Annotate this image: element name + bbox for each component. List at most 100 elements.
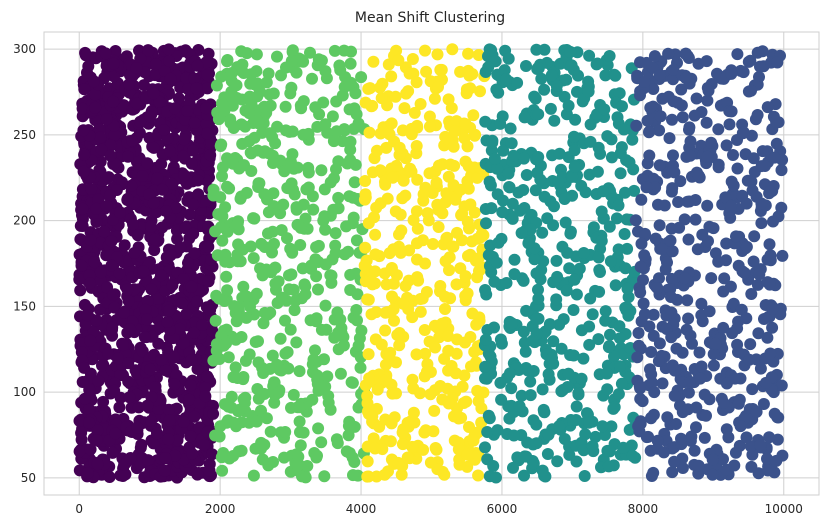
data-point [250, 48, 263, 61]
data-point [615, 141, 628, 154]
data-point [661, 411, 674, 424]
data-point [294, 239, 307, 251]
data-point [529, 184, 542, 197]
data-point [461, 215, 474, 228]
data-point [231, 218, 244, 230]
data-point [637, 274, 649, 286]
data-point [481, 426, 494, 438]
data-point [435, 63, 448, 76]
data-point [271, 50, 283, 63]
data-point [261, 193, 273, 206]
data-point [621, 282, 634, 295]
data-point [553, 420, 566, 433]
data-point [485, 202, 498, 215]
data-point [707, 348, 720, 361]
data-point [262, 227, 274, 240]
data-point [442, 170, 455, 183]
data-point [243, 348, 256, 361]
data-point [725, 175, 738, 188]
data-point [167, 351, 180, 364]
data-point [329, 227, 342, 240]
data-point [570, 455, 583, 468]
data-point [694, 372, 707, 385]
data-point [619, 262, 632, 275]
data-point [463, 69, 476, 82]
data-point [666, 182, 679, 195]
data-point [620, 213, 633, 226]
data-point [285, 401, 297, 414]
data-point [483, 412, 496, 425]
data-point [599, 69, 612, 82]
data-point [520, 60, 532, 72]
data-point [731, 338, 744, 351]
data-point [518, 450, 531, 463]
data-point [517, 152, 530, 165]
data-point [561, 381, 574, 393]
data-point [551, 455, 564, 468]
data-point [753, 268, 766, 281]
data-point [284, 87, 297, 100]
data-point [238, 159, 250, 172]
data-point [617, 123, 630, 136]
data-point [319, 258, 332, 271]
data-point [578, 470, 591, 482]
data-point [513, 400, 526, 413]
data-point [367, 55, 380, 68]
data-point [427, 425, 440, 438]
data-point [733, 439, 746, 452]
data-point [631, 351, 644, 364]
data-point [188, 326, 201, 339]
data-point [672, 196, 685, 208]
data-point [221, 284, 234, 297]
data-point [536, 226, 549, 239]
data-point [656, 92, 669, 105]
data-point [612, 243, 625, 256]
data-point [548, 200, 560, 213]
data-point [144, 110, 157, 123]
data-point [344, 268, 357, 281]
data-point [538, 83, 551, 96]
data-point [497, 194, 509, 207]
data-point [705, 272, 718, 285]
data-point [542, 428, 555, 441]
data-point [634, 260, 647, 273]
data-point [622, 309, 635, 322]
data-point [430, 443, 443, 456]
data-point [770, 115, 783, 128]
data-point [767, 215, 779, 228]
data-point [203, 304, 216, 316]
data-point [77, 165, 90, 178]
data-point [186, 447, 199, 460]
data-point [433, 159, 445, 172]
data-point [141, 157, 154, 170]
data-point [745, 175, 758, 188]
data-point [319, 65, 332, 78]
data-point [199, 381, 212, 394]
data-point [609, 69, 622, 82]
data-point [292, 450, 305, 463]
data-point [147, 437, 160, 450]
data-point [79, 318, 92, 331]
data-point [755, 197, 768, 210]
data-point [755, 217, 768, 230]
data-point [361, 397, 374, 410]
data-point [240, 47, 253, 60]
data-point [462, 47, 475, 60]
data-point [277, 198, 290, 211]
data-point [603, 50, 616, 62]
data-point [531, 63, 544, 75]
data-point [240, 290, 253, 303]
data-point [369, 248, 382, 261]
data-point [380, 278, 393, 291]
data-point [754, 60, 766, 73]
data-point [436, 207, 449, 220]
data-point [239, 120, 252, 133]
data-point [347, 469, 359, 482]
data-point [145, 220, 157, 233]
data-point [602, 460, 615, 473]
plot-frame [43, 31, 820, 496]
data-point [363, 372, 376, 385]
data-point [173, 322, 186, 335]
data-point [385, 70, 398, 83]
data-point [229, 333, 242, 346]
